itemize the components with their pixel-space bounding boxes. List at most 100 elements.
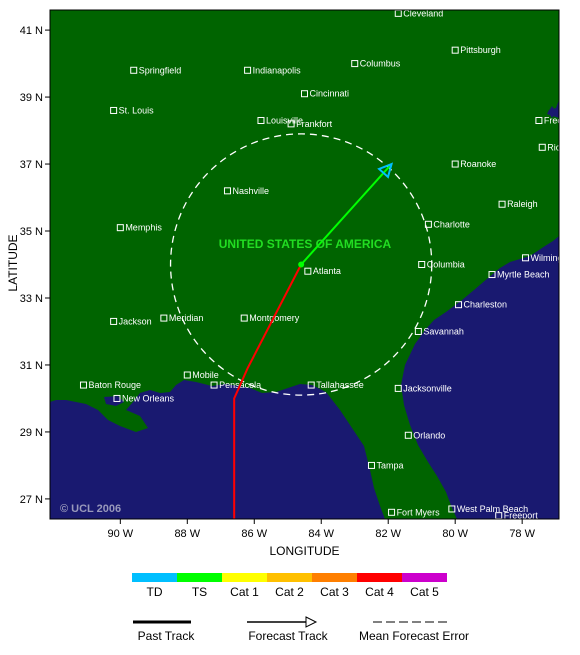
city-label: Savannah — [423, 326, 464, 336]
forecast-arrowhead — [377, 162, 394, 179]
y-tick-label: 27 N — [20, 494, 43, 506]
city-marker-icon — [404, 431, 412, 439]
mean-error-label: Mean Forecast Error — [358, 629, 470, 643]
city-label: Myrtle Beach — [497, 270, 550, 280]
legend-swatch — [222, 573, 267, 582]
city-marker-icon — [116, 224, 124, 232]
y-axis-title: LATITUDE — [6, 234, 20, 292]
city-label: Richmond — [547, 142, 580, 152]
city-label: Memphis — [125, 223, 162, 233]
city-marker-icon — [394, 384, 402, 392]
city-marker-icon — [210, 381, 218, 389]
city-label: Baton Rouge — [88, 380, 141, 390]
legend-category-label: Cat 4 — [365, 585, 394, 599]
legend-category-label: Cat 5 — [410, 585, 439, 599]
city-label: Fort Myers — [397, 507, 441, 517]
city-marker-icon — [110, 106, 118, 114]
legend-swatch — [357, 573, 402, 582]
y-tick-label: 33 N — [20, 293, 43, 305]
x-axis-ticks: 90 W 88 W 86 W 84 W 82 W 80 W 78 W — [107, 519, 536, 540]
city-marker-icon — [301, 90, 308, 98]
y-tick-label: 29 N — [20, 427, 43, 439]
city-label: Columbus — [360, 59, 401, 69]
city-label: Orlando — [413, 430, 445, 440]
map-frame — [49, 9, 560, 520]
city-label: Louisville — [266, 116, 303, 126]
city-marker-icon — [488, 271, 496, 279]
x-tick-label: 86 W — [241, 528, 267, 540]
land-mass — [50, 10, 559, 519]
city-marker-icon — [130, 66, 138, 74]
city-label: Raleigh — [507, 199, 538, 209]
city-label: Springfield — [139, 65, 182, 75]
city-label: Tallahassee — [316, 380, 364, 390]
y-tick-label: 35 N — [20, 226, 43, 238]
city-marker-icon — [418, 261, 426, 268]
current-position-marker — [298, 261, 305, 268]
city-label: New Orleans — [122, 393, 175, 403]
city-label: Cleveland — [403, 8, 443, 18]
city-label: Meridian — [169, 313, 204, 323]
city-label: Roanoke — [460, 159, 496, 169]
city-label: Atlanta — [313, 266, 341, 276]
city-marker-icon — [535, 117, 543, 125]
x-tick-label: 88 W — [174, 528, 200, 540]
city-marker-icon — [240, 314, 248, 322]
legend-category-label: Cat 3 — [320, 585, 349, 599]
city-label: Frankfort — [296, 119, 333, 129]
city-label: Pittsburgh — [460, 45, 501, 55]
y-tick-label: 39 N — [20, 92, 43, 104]
legend-swatch — [312, 573, 357, 582]
mean-forecast-error-circle — [169, 133, 433, 396]
legend-swatch — [267, 573, 312, 582]
city-marker-icon — [110, 317, 118, 325]
past-track-label: Past Track — [137, 629, 195, 643]
forecast-arrow-icon — [305, 616, 318, 628]
map-plot-area: Cleveland Pittsburgh Columbus Springfield In… — [50, 8, 580, 521]
city-label: West Palm Beach — [457, 504, 528, 514]
city-label: Charlotte — [433, 219, 470, 229]
legend-swatch — [132, 573, 177, 582]
country-label: UNITED STATES OF AMERICA — [219, 237, 392, 251]
x-tick-label: 78 W — [509, 528, 535, 540]
city-marker-icon — [522, 254, 530, 262]
city-label: Freeport — [504, 511, 539, 521]
legend-category-label: Cat 2 — [275, 585, 304, 599]
city-label: Columbia — [427, 260, 465, 270]
credit-label: © UCL 2006 — [60, 503, 121, 515]
x-axis-title: LONGITUDE — [269, 544, 340, 558]
storm-tracks — [169, 133, 433, 519]
forecast-track-label: Forecast Track — [248, 629, 328, 643]
city-marker-icon — [113, 394, 121, 402]
city-marker-icon — [160, 314, 168, 322]
city-marker-icon — [257, 117, 265, 125]
city-label: St. Louis — [119, 105, 155, 115]
city-marker-icon — [244, 66, 252, 74]
city-marker-icon — [287, 120, 295, 128]
city-label: Wilmington — [531, 253, 576, 263]
city-marker-icon — [183, 371, 191, 379]
x-tick-label: 90 W — [107, 528, 133, 540]
city-marker-icon — [79, 381, 87, 389]
city-label: Cincinnati — [310, 89, 350, 99]
city-marker-icon — [451, 46, 459, 54]
y-tick-label: 37 N — [20, 159, 43, 171]
legend-category-label: TS — [192, 585, 207, 599]
x-tick-label: 84 W — [308, 528, 334, 540]
city-marker-icon — [424, 220, 432, 228]
city-marker-icon — [498, 200, 506, 208]
legend-category-label: TD — [147, 585, 163, 599]
city-marker-icon — [367, 461, 375, 469]
y-axis-ticks: 41 N 39 N 37 N 35 N 33 N 31 N 29 N 27 N — [20, 25, 50, 506]
city-label: Mobile — [192, 370, 219, 380]
city-marker-icon — [307, 381, 315, 389]
y-tick-label: 31 N — [20, 360, 43, 372]
legend-swatch — [177, 573, 222, 582]
city-marker-icon — [223, 187, 231, 195]
category-legend: TD TS Cat 1 Cat 2 Cat 3 Cat 4 Cat 5 — [132, 573, 447, 599]
legend-category-label: Cat 1 — [230, 585, 259, 599]
city-marker-icon — [351, 60, 359, 68]
city-marker-icon — [451, 160, 459, 168]
x-tick-label: 82 W — [375, 528, 401, 540]
